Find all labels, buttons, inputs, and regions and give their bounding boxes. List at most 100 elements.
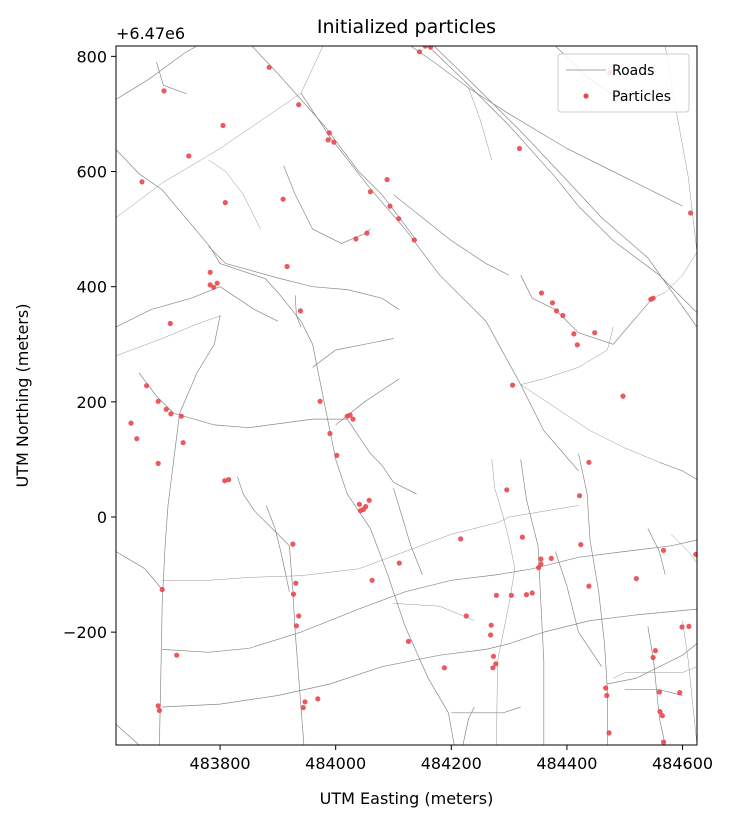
road-segment [138, 372, 348, 429]
particle-point [334, 452, 340, 458]
particle-point [366, 497, 372, 503]
particle-point [620, 393, 626, 399]
x-tick-label: 484600 [652, 754, 713, 773]
road-segment [491, 459, 516, 745]
y-offset-label: +6.47e6 [116, 24, 185, 43]
particle-point [574, 342, 580, 348]
particle-point [384, 177, 390, 183]
particle-point [300, 705, 306, 711]
particle-point [516, 145, 523, 152]
particle-point [144, 383, 150, 389]
particle-point [659, 713, 665, 719]
particle-point [290, 591, 297, 597]
road-segment [283, 165, 371, 244]
road-segment [237, 476, 305, 745]
legend-particles-label: Particles [612, 89, 671, 105]
particle-point [326, 130, 332, 136]
particle-point [577, 493, 583, 499]
legend: Roads Particles [557, 53, 690, 113]
particle-point [168, 411, 174, 417]
particle-point [155, 703, 161, 709]
particle-point [356, 501, 362, 507]
road-segment [410, 46, 683, 207]
x-tick-label: 484400 [536, 754, 597, 773]
y-tick-label: 600 [76, 163, 107, 182]
particle-point [549, 300, 556, 306]
particle-point [178, 413, 184, 419]
particle-point [493, 661, 499, 667]
road-segment [578, 453, 608, 745]
particle-point [603, 685, 609, 691]
particle-point [353, 236, 359, 242]
particle-point [441, 665, 447, 671]
x-tick-label: 484200 [421, 754, 482, 773]
particle-point [560, 312, 566, 319]
road-segment [167, 315, 221, 506]
road-segment [647, 528, 666, 575]
particle-point [396, 216, 402, 222]
road-segment [393, 194, 510, 276]
particle-point [174, 652, 180, 658]
y-tick-label: 400 [76, 278, 107, 297]
y-tick-label: 0 [97, 508, 107, 527]
particle-point [405, 638, 412, 645]
particle-point [302, 699, 308, 705]
particle-point [488, 622, 494, 628]
plot-frame [115, 45, 698, 746]
particle-point [652, 648, 659, 654]
road-segment [265, 505, 290, 592]
particle-point [571, 331, 577, 337]
road-segment [116, 724, 140, 745]
road-segment [346, 418, 417, 495]
particle-point [657, 709, 663, 715]
particle-point [660, 739, 667, 745]
legend-roads-label: Roads [612, 63, 654, 79]
particle-point [422, 46, 428, 49]
road-segment [347, 289, 400, 310]
particle-point [458, 536, 464, 542]
particles-layer [128, 46, 697, 745]
chart-title: Initialized particles [317, 16, 496, 38]
particle-point [293, 580, 299, 586]
particle-point [155, 460, 161, 466]
particle-point [211, 284, 217, 290]
particle-point [156, 707, 162, 714]
road-segment [647, 626, 666, 745]
particle-point [519, 534, 526, 540]
particle-point [222, 478, 228, 484]
particle-point [296, 613, 302, 619]
particle-point [284, 263, 290, 270]
particle-point [325, 137, 331, 143]
particle-point [548, 555, 554, 562]
road-segment [468, 87, 493, 161]
particle-point [538, 556, 544, 562]
particle-point [331, 139, 337, 145]
particle-point [633, 576, 639, 582]
particle-point [180, 440, 186, 446]
particle-point [226, 477, 232, 483]
road-segment [607, 643, 697, 685]
particle-point [222, 200, 228, 206]
particle-point [411, 237, 417, 243]
road-segment [393, 603, 475, 621]
particle-point [488, 632, 494, 638]
particle-point [134, 436, 140, 442]
particle-point [186, 153, 192, 159]
particle-point [604, 692, 610, 699]
road-segment [462, 706, 475, 745]
particle-point [677, 690, 683, 696]
x-axis-label: UTM Easting (meters) [320, 789, 494, 808]
particle-point [656, 689, 663, 695]
particle-point [586, 459, 592, 465]
road-segment [159, 505, 169, 745]
particle-point [679, 624, 685, 630]
road-segment [116, 551, 163, 590]
particle-point [536, 565, 542, 571]
y-axis-label: UTM Northing (meters) [13, 304, 32, 488]
particle-point [427, 46, 434, 50]
road-segment [156, 61, 187, 95]
particle-point [163, 406, 169, 412]
particle-point [317, 398, 323, 404]
particle-point [367, 189, 373, 195]
particle-point [363, 504, 369, 510]
